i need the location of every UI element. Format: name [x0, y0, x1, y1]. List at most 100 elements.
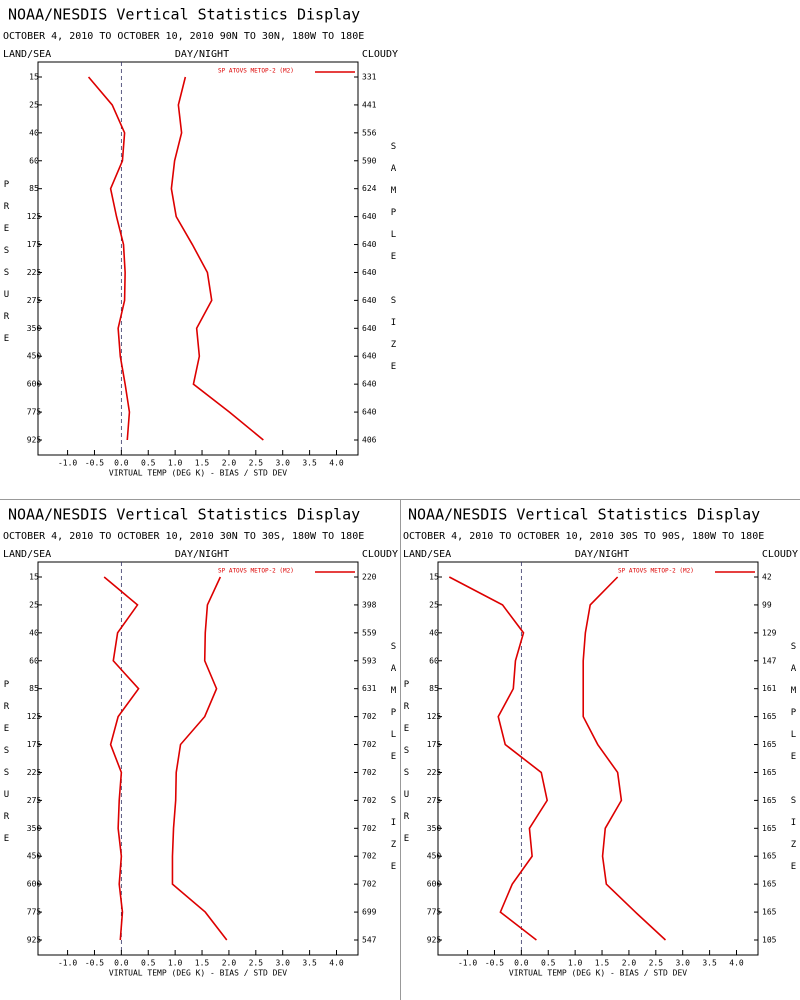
y-tick-label: 225: [27, 768, 42, 777]
y-tick-label: 925: [427, 936, 442, 945]
sample-size-label: 631: [362, 684, 377, 693]
sample-size-label: 593: [362, 656, 377, 665]
y-tick-label: 225: [427, 768, 442, 777]
y-tick-label: 125: [427, 712, 442, 721]
sample-size-label: 165: [762, 852, 777, 861]
std-dev-line: [171, 576, 228, 941]
x-tick-label: 2.5: [649, 959, 664, 968]
x-tick-label: 0.0: [114, 459, 129, 468]
sample-size-label: 161: [762, 684, 777, 693]
x-axis-label: VIRTUAL TEMP (DEG K) - BIAS / STD DEV: [109, 469, 287, 478]
sample-size-label: 398: [362, 600, 377, 609]
y-tick-label: 450: [27, 352, 42, 361]
sample-size-label: 547: [362, 936, 377, 945]
sample-size-label: 99: [762, 600, 772, 609]
plot-frame: [437, 561, 759, 956]
y-tick-label: 60: [29, 156, 39, 165]
sample-size-label: 702: [362, 768, 377, 777]
std-dev-line: [582, 576, 667, 941]
y-tick-label: 40: [429, 628, 439, 637]
x-tick-label: 4.0: [329, 959, 344, 968]
y-tick-label: 85: [429, 684, 439, 693]
sample-size-label: 702: [362, 796, 377, 805]
y-tick-label: 225: [27, 268, 42, 277]
x-tick-label: 2.0: [622, 959, 637, 968]
y-tick-label: 775: [27, 408, 42, 417]
y-tick-label: 25: [429, 600, 439, 609]
legend-label: SP ATOVS METOP-2 (M2): [218, 68, 294, 75]
x-tick-label: -0.5: [85, 959, 104, 968]
x-tick-label: -1.0: [58, 459, 77, 468]
x-tick-label: 2.0: [222, 459, 237, 468]
x-tick-label: -0.5: [85, 459, 104, 468]
y-axis-label: PRESSURE: [402, 680, 412, 856]
sample-size-label: 640: [362, 240, 377, 249]
x-tick-label: 2.5: [249, 459, 264, 468]
bias-line: [87, 76, 131, 441]
sample-size-label: 165: [762, 712, 777, 721]
panel: NOAA/NESDIS Vertical Statistics Display O…: [402, 506, 799, 978]
sample-size-label: 559: [362, 628, 377, 637]
sample-size-label: 42: [762, 573, 772, 582]
y-tick-label: 175: [427, 740, 442, 749]
y-tick-label: 125: [27, 712, 42, 721]
y-tick-label: 40: [29, 628, 39, 637]
y-tick-label: 85: [29, 184, 39, 193]
x-tick-label: 0.0: [514, 959, 529, 968]
y2-axis-label: SAMPLE SIZE: [789, 642, 799, 884]
sample-size-label: 590: [362, 156, 377, 165]
x-tick-label: 1.5: [195, 459, 210, 468]
sample-size-label: 702: [362, 824, 377, 833]
sample-size-label: 640: [362, 352, 377, 361]
x-tick-label: 3.0: [275, 959, 290, 968]
bias-line: [448, 576, 549, 941]
sample-size-label: 640: [362, 212, 377, 221]
y-tick-label: 350: [427, 824, 442, 833]
sample-size-label: 640: [362, 408, 377, 417]
sample-size-label: 147: [762, 656, 777, 665]
x-tick-label: 0.5: [541, 959, 556, 968]
sample-size-label: 165: [762, 740, 777, 749]
sample-size-label: 702: [362, 740, 377, 749]
std-dev-line: [170, 76, 264, 441]
title: NOAA/NESDIS Vertical Statistics Display: [8, 506, 360, 524]
x-tick-label: 4.0: [329, 459, 344, 468]
y-tick-label: 25: [29, 600, 39, 609]
sample-size-label: 640: [362, 296, 377, 305]
title: NOAA/NESDIS Vertical Statistics Display: [408, 506, 760, 524]
header-label: LAND/SEA: [3, 49, 51, 60]
sample-size-label: 640: [362, 324, 377, 333]
y-tick-label: 175: [27, 740, 42, 749]
y-tick-label: 25: [29, 100, 39, 109]
sample-size-label: 702: [362, 880, 377, 889]
sample-size-label: 702: [362, 712, 377, 721]
y-tick-label: 450: [427, 852, 442, 861]
x-tick-label: 2.0: [222, 959, 237, 968]
y-tick-label: 40: [29, 128, 39, 137]
x-tick-label: 1.0: [168, 959, 183, 968]
y-tick-label: 125: [27, 212, 42, 221]
x-tick-label: 0.5: [141, 459, 156, 468]
subtitle: OCTOBER 4, 2010 TO OCTOBER 10, 2010 30N …: [3, 531, 364, 542]
x-tick-label: -1.0: [458, 959, 477, 968]
sample-size-label: 331: [362, 73, 377, 82]
sample-size-label: 699: [362, 908, 377, 917]
bias-line: [103, 576, 140, 941]
x-tick-label: 3.5: [302, 459, 317, 468]
sample-size-label: 441: [362, 100, 377, 109]
x-tick-label: 1.5: [195, 959, 210, 968]
y-tick-label: 350: [27, 324, 42, 333]
y-tick-label: 925: [27, 936, 42, 945]
y-tick-label: 925: [27, 436, 42, 445]
y-axis-label: PRESSURE: [2, 680, 12, 856]
y-tick-label: 275: [27, 796, 42, 805]
y-tick-label: 275: [27, 296, 42, 305]
panel: NOAA/NESDIS Vertical Statistics Display O…: [2, 506, 399, 978]
sample-size-label: 165: [762, 796, 777, 805]
subtitle: OCTOBER 4, 2010 TO OCTOBER 10, 2010 30S …: [403, 531, 764, 542]
header-label: LAND/SEA: [3, 549, 51, 560]
x-tick-label: 3.5: [302, 959, 317, 968]
y-tick-label: 450: [27, 852, 42, 861]
y-tick-label: 600: [27, 380, 42, 389]
